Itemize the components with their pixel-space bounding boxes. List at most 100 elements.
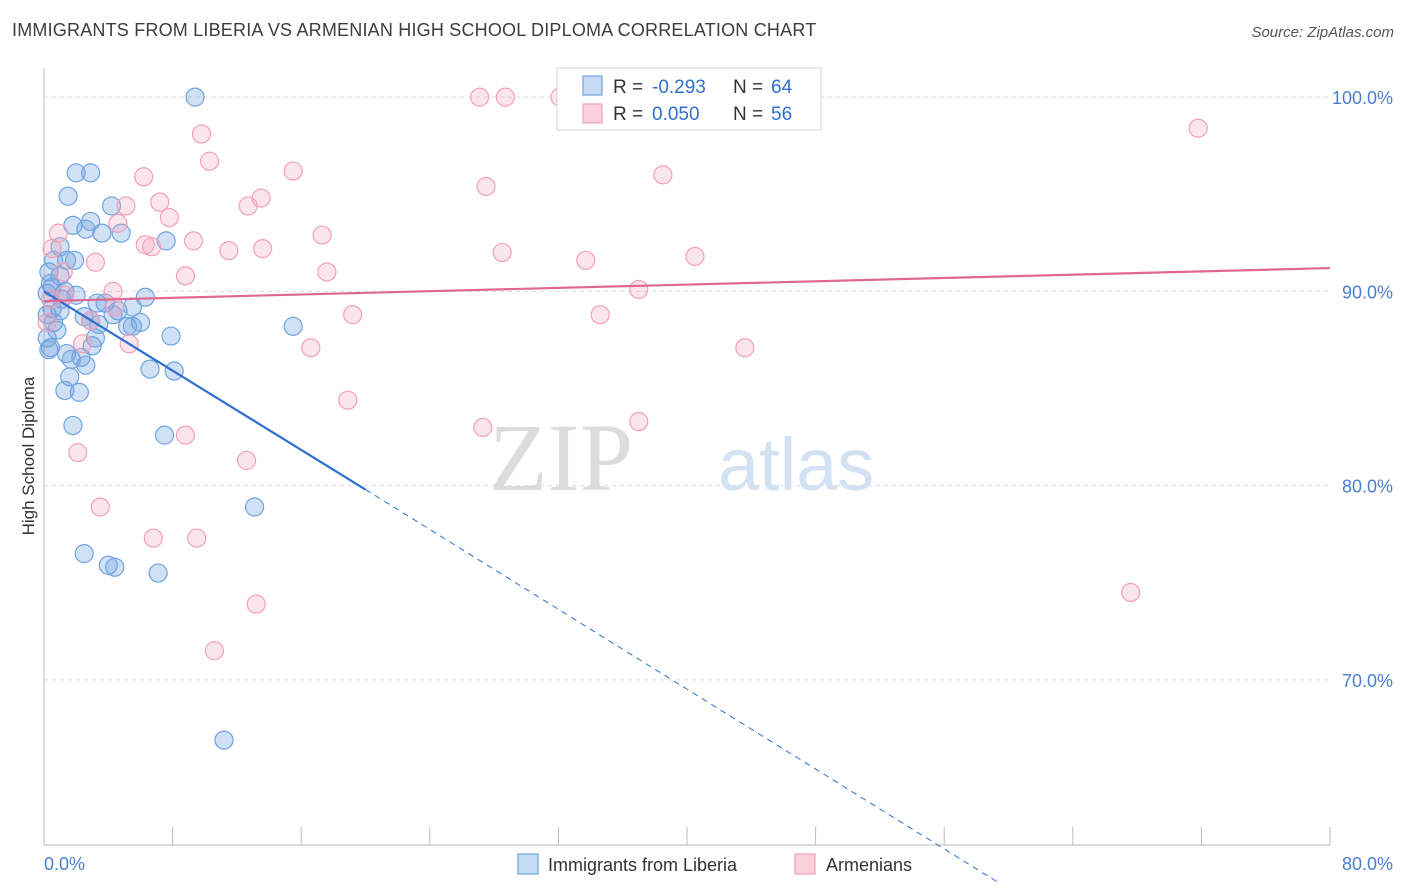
point-armenians-9 [476, 176, 496, 197]
point-liberia-36 [161, 326, 181, 346]
point-liberia-44 [140, 359, 160, 379]
point-liberia-62 [82, 336, 102, 356]
point-liberia-47 [55, 380, 75, 401]
point-armenians-20 [142, 237, 162, 257]
point-armenians-34 [40, 289, 61, 309]
point-armenians-18 [183, 231, 204, 251]
point-liberia-7 [76, 219, 96, 239]
point-armenians-1 [495, 87, 515, 107]
point-armenians-54 [1121, 582, 1141, 603]
point-armenians-37 [105, 297, 125, 317]
point-armenians-45 [629, 411, 649, 432]
point-liberia-43 [76, 355, 96, 375]
y-tick-label-2: 90.0% [1342, 282, 1393, 302]
point-armenians-36 [343, 305, 363, 325]
y-axis-label: High School Diploma [19, 376, 38, 535]
data-points [37, 87, 1208, 750]
point-armenians-48 [68, 443, 88, 463]
point-armenians-27 [85, 252, 106, 272]
point-liberia-63 [130, 312, 151, 333]
point-liberia-51 [244, 497, 265, 517]
x-tick-label-0: 0.0% [44, 854, 85, 874]
axes [43, 68, 1331, 846]
legend-series-swatch-liberia [517, 853, 539, 875]
legend-r-label-0: R = [613, 77, 643, 98]
point-armenians-55 [204, 641, 224, 661]
point-armenians-31 [629, 279, 649, 300]
point-liberia-50 [154, 425, 175, 445]
chart-source: Source: ZipAtlas.com [1251, 24, 1394, 41]
point-armenians-3 [1188, 118, 1208, 138]
trend-line-liberia-extension [365, 489, 1001, 885]
legend-r-value-0: -0.293 [652, 77, 706, 98]
point-liberia-3 [58, 186, 78, 206]
legend-swatch-liberia [582, 75, 603, 96]
point-armenians-14 [159, 207, 179, 228]
point-armenians-7 [134, 167, 154, 187]
chart-title: IMMIGRANTS FROM LIBERIA VS ARMENIAN HIGH… [12, 20, 817, 40]
point-armenians-29 [317, 262, 337, 282]
point-armenians-21 [219, 240, 239, 261]
point-liberia-48 [69, 382, 89, 402]
point-armenians-22 [253, 239, 273, 259]
point-liberia-4 [101, 196, 122, 216]
y-tick-label-3: 100.0% [1332, 88, 1393, 108]
legend-n-label-1: N = [733, 104, 763, 125]
point-liberia-52 [74, 544, 94, 564]
point-armenians-8 [653, 165, 673, 185]
point-armenians-26 [576, 250, 596, 270]
y-tick-labels: 70.0% 80.0% 90.0% 100.0% [1332, 88, 1393, 691]
legend-series-label-liberia: Immigrants from Liberia [548, 855, 738, 875]
point-armenians-23 [42, 239, 62, 259]
point-armenians-43 [735, 338, 755, 358]
point-armenians-42 [301, 338, 321, 358]
legend-n-label-0: N = [733, 77, 763, 98]
point-armenians-13 [116, 196, 136, 216]
point-armenians-39 [37, 312, 57, 333]
point-armenians-11 [150, 192, 170, 212]
point-armenians-46 [473, 417, 493, 437]
point-liberia-57 [40, 274, 61, 294]
point-liberia-8 [92, 223, 112, 243]
legend-r-label-1: R = [613, 104, 643, 125]
legend-n-value-1: 56 [771, 104, 792, 125]
point-armenians-35 [590, 305, 610, 325]
point-armenians-24 [492, 242, 512, 263]
point-armenians-17 [312, 225, 332, 245]
point-armenians-44 [338, 390, 358, 410]
point-armenians-28 [53, 262, 73, 282]
watermark-atlas: atlas [718, 423, 874, 506]
legend-series: Immigrants from Liberia Armenians [517, 853, 912, 875]
legend-series-label-armenians: Armenians [826, 855, 912, 875]
point-liberia-54 [105, 557, 125, 577]
point-armenians-52 [187, 528, 207, 548]
point-liberia-49 [63, 415, 83, 436]
y-tick-label-1: 80.0% [1342, 477, 1393, 497]
point-armenians-25 [685, 246, 705, 267]
point-liberia-34 [47, 320, 67, 340]
point-armenians-4 [191, 124, 212, 144]
legend-r-value-1: 0.050 [652, 104, 700, 125]
point-armenians-50 [90, 497, 110, 517]
point-liberia-56 [214, 730, 234, 750]
point-liberia-26 [37, 305, 57, 325]
point-liberia-0 [185, 87, 205, 107]
point-armenians-30 [175, 266, 196, 286]
legend-series-swatch-armenians [794, 853, 816, 875]
point-armenians-41 [72, 334, 93, 354]
legend-stats: R = -0.293 N = 64 R = 0.050 N = 56 [556, 67, 822, 131]
point-armenians-51 [143, 528, 163, 548]
watermark-zip: ZIP [489, 404, 633, 511]
point-armenians-12 [238, 196, 258, 216]
point-liberia-61 [44, 312, 64, 333]
point-armenians-47 [175, 425, 196, 445]
point-liberia-10 [156, 231, 176, 251]
point-armenians-15 [108, 213, 128, 233]
legend-swatch-armenians [582, 103, 603, 124]
point-armenians-0 [470, 87, 490, 107]
point-liberia-39 [39, 340, 59, 360]
trend-line-armenians [43, 266, 1331, 303]
point-armenians-5 [199, 151, 220, 171]
point-liberia-2 [81, 163, 101, 183]
